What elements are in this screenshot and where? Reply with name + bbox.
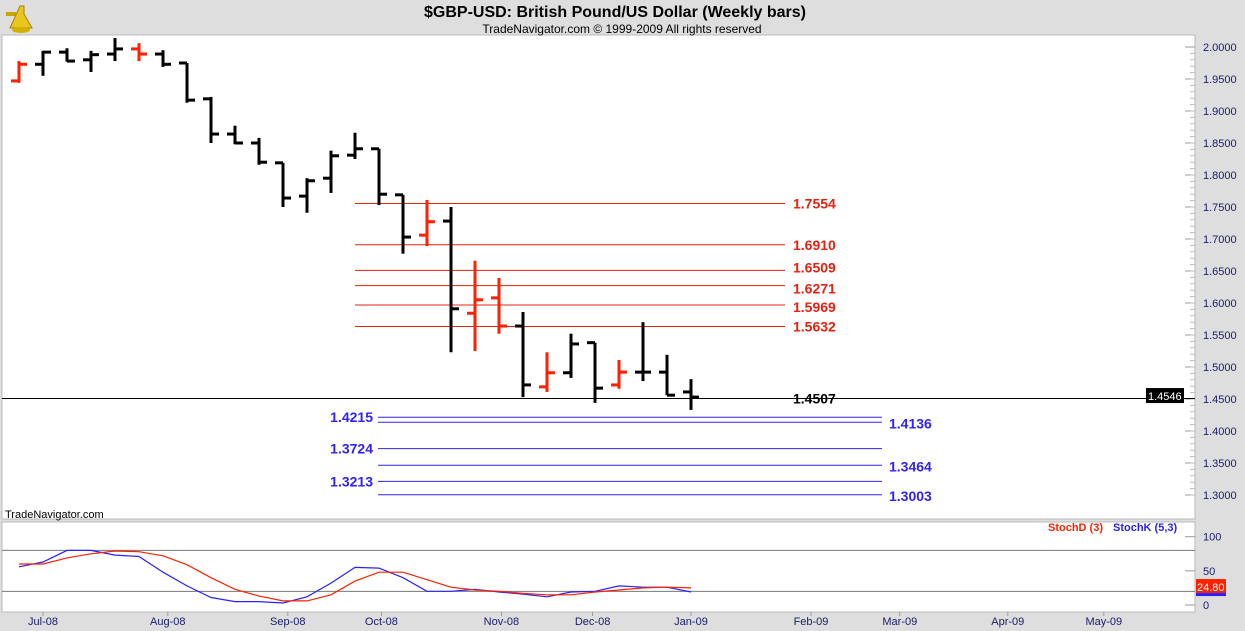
copyright-subtitle: TradeNavigator.com © 1999-2009 All right…	[482, 22, 761, 36]
stochk-line	[18, 549, 692, 604]
reference-line-label: 1.4507	[793, 391, 836, 407]
fib-label-red: 1.5632	[793, 319, 836, 335]
stochastic-panel	[1, 521, 1196, 613]
stoch-value-underline	[1196, 593, 1226, 597]
last-price-tag	[1146, 388, 1184, 404]
legend-stochd: StochD (3)	[1048, 522, 1103, 534]
fib-label-red: 1.6271	[793, 281, 836, 297]
y-tick-label: 1.3500	[1203, 458, 1237, 470]
y-tick-label: 1.6000	[1203, 298, 1237, 310]
x-tick-label: May-09	[1085, 616, 1122, 628]
x-tick-label: Dec-08	[575, 616, 610, 628]
x-tick-label: Feb-09	[794, 616, 829, 628]
y-tick-label: 1.9000	[1203, 106, 1237, 118]
chart-title: $GBP-USD: British Pound/US Dollar (Weekl…	[424, 4, 806, 21]
price-panel	[1, 34, 1196, 520]
x-tick-label: Jul-08	[28, 616, 58, 628]
stoch-y-tick-label: 100	[1203, 532, 1221, 544]
y-tick-label: 1.7000	[1203, 234, 1237, 246]
fib-label-red: 1.5969	[793, 299, 836, 315]
x-tick-label: Mar-09	[882, 616, 917, 628]
x-tick-label: Sep-08	[270, 616, 305, 628]
x-tick-label: Nov-08	[484, 616, 519, 628]
y-tick-label: 1.8000	[1203, 170, 1237, 182]
y-tick-label: 1.7500	[1203, 202, 1237, 214]
y-tick-label: 1.3000	[1203, 490, 1237, 502]
stoch-value-label: 24.80	[1197, 582, 1225, 594]
y-tick-label: 1.9500	[1203, 74, 1237, 86]
fib-label-blue: 1.3464	[889, 458, 932, 474]
stochd-line	[19, 550, 692, 602]
stoch-y-tick-label: 50	[1203, 566, 1215, 578]
stoch-value-tag	[1196, 579, 1226, 594]
fib-label-red: 1.6910	[793, 237, 836, 253]
watermark-text: TradeNavigator.com	[5, 509, 104, 521]
fib-label-blue: 1.4215	[330, 409, 373, 425]
sextant-logo-icon	[6, 5, 33, 33]
y-tick-label: 1.4000	[1203, 426, 1237, 438]
fib-label-blue: 1.4136	[889, 415, 932, 431]
y-tick-label: 2.0000	[1203, 42, 1237, 54]
y-tick-label: 1.5500	[1203, 330, 1237, 342]
y-tick-label: 1.6500	[1203, 266, 1237, 278]
y-tick-label: 1.4500	[1203, 394, 1237, 406]
x-tick-label: Jan-09	[674, 616, 708, 628]
legend-stochk: StochK (5,3)	[1113, 522, 1178, 534]
fib-label-blue: 1.3724	[330, 441, 373, 457]
fib-label-red: 1.6509	[793, 259, 836, 275]
x-tick-label: Apr-09	[991, 616, 1024, 628]
last-price-label: 1.4546	[1148, 391, 1182, 403]
y-tick-label: 1.5000	[1203, 362, 1237, 374]
fib-label-red: 1.7554	[793, 196, 836, 212]
fib-label-blue: 1.3003	[889, 488, 932, 504]
fib-label-blue: 1.3213	[330, 473, 373, 489]
x-tick-label: Oct-08	[365, 616, 398, 628]
x-tick-label: Aug-08	[150, 616, 185, 628]
y-tick-label: 1.8500	[1203, 138, 1237, 150]
stoch-y-tick-label: 0	[1203, 600, 1209, 612]
